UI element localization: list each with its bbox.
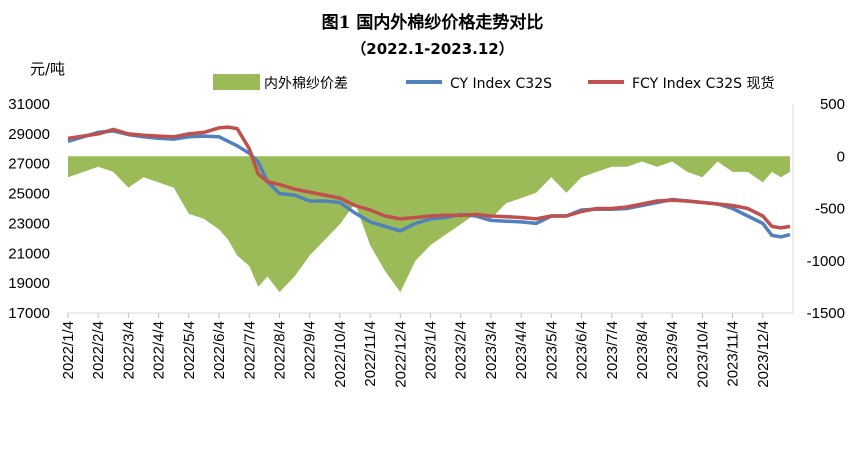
legend-label-fcy: FCY Index C32S 现货 [632,75,775,92]
x-tick-label: 2022/1/4 [60,321,77,379]
x-tick-label: 2022/3/4 [120,321,137,379]
y-left-tick-label: 19000 [8,275,50,292]
y-right-tick-label: 500 [820,96,845,113]
x-tick-label: 2022/2/4 [90,321,107,379]
y-left-tick-label: 27000 [8,156,50,173]
spread-area [68,156,790,293]
chart-subtitle: （2022.1-2023.12） [351,40,514,58]
x-tick-label: 2023/10/4 [694,321,711,388]
x-tick-label: 2022/7/4 [241,321,258,379]
x-tick-label: 2022/12/4 [392,321,409,388]
x-tick-label: 2022/10/4 [332,321,349,388]
y-left-tick-label: 17000 [8,305,50,322]
x-tick-label: 2022/11/4 [362,321,379,387]
x-tick-label: 2023/6/4 [574,321,591,379]
chart-title: 图1 国内外棉纱价格走势对比 [321,13,544,33]
x-tick-label: 2023/2/4 [453,321,470,379]
y-left-tick-label: 29000 [8,126,50,143]
chart-legend: 内外棉纱价差 CY Index C32S FCY Index C32S 现货 [213,74,775,92]
y-right-tick-label: 0 [837,148,845,165]
fcy-index-line [67,125,791,230]
left-axis-unit: 元/吨 [30,60,66,78]
y-left-tick-label: 31000 [8,96,50,113]
x-tick-label: 2022/6/4 [211,321,228,379]
y-right-tick-label: -1000 [807,253,845,270]
x-tick-label: 2023/3/4 [483,321,500,379]
x-tick-label: 2023/7/4 [604,321,621,379]
x-tick-label: 2022/5/4 [181,321,198,379]
x-tick-label: 2022/8/4 [271,321,288,379]
y-right-tick-label: -500 [815,201,845,218]
y-left-tick-label: 21000 [8,245,50,262]
x-tick-label: 2023/11/4 [725,321,742,387]
legend-swatch-spread [213,74,260,90]
x-tick-label: 2023/9/4 [664,321,681,379]
plot-area: 31000 29000 27000 25000 23000 21000 19000 17000… [8,96,845,388]
x-tick-label: 2023/8/4 [634,321,651,379]
legend-label-cy: CY Index C32S [450,76,552,92]
x-tick-label: 2023/1/4 [423,321,440,379]
legend-label-spread: 内外棉纱价差 [264,75,348,92]
x-tick-label: 2022/4/4 [151,321,168,379]
y-right-tick-label: -1500 [807,305,845,322]
x-tick-label: 2023/5/4 [543,321,560,379]
x-tick-label: 2022/9/4 [302,321,319,379]
x-tick-label: 2023/12/4 [755,321,772,388]
y-left-tick-label: 23000 [8,215,50,232]
y-left-tick-label: 25000 [8,186,50,203]
x-tick-label: 2023/4/4 [513,321,530,379]
